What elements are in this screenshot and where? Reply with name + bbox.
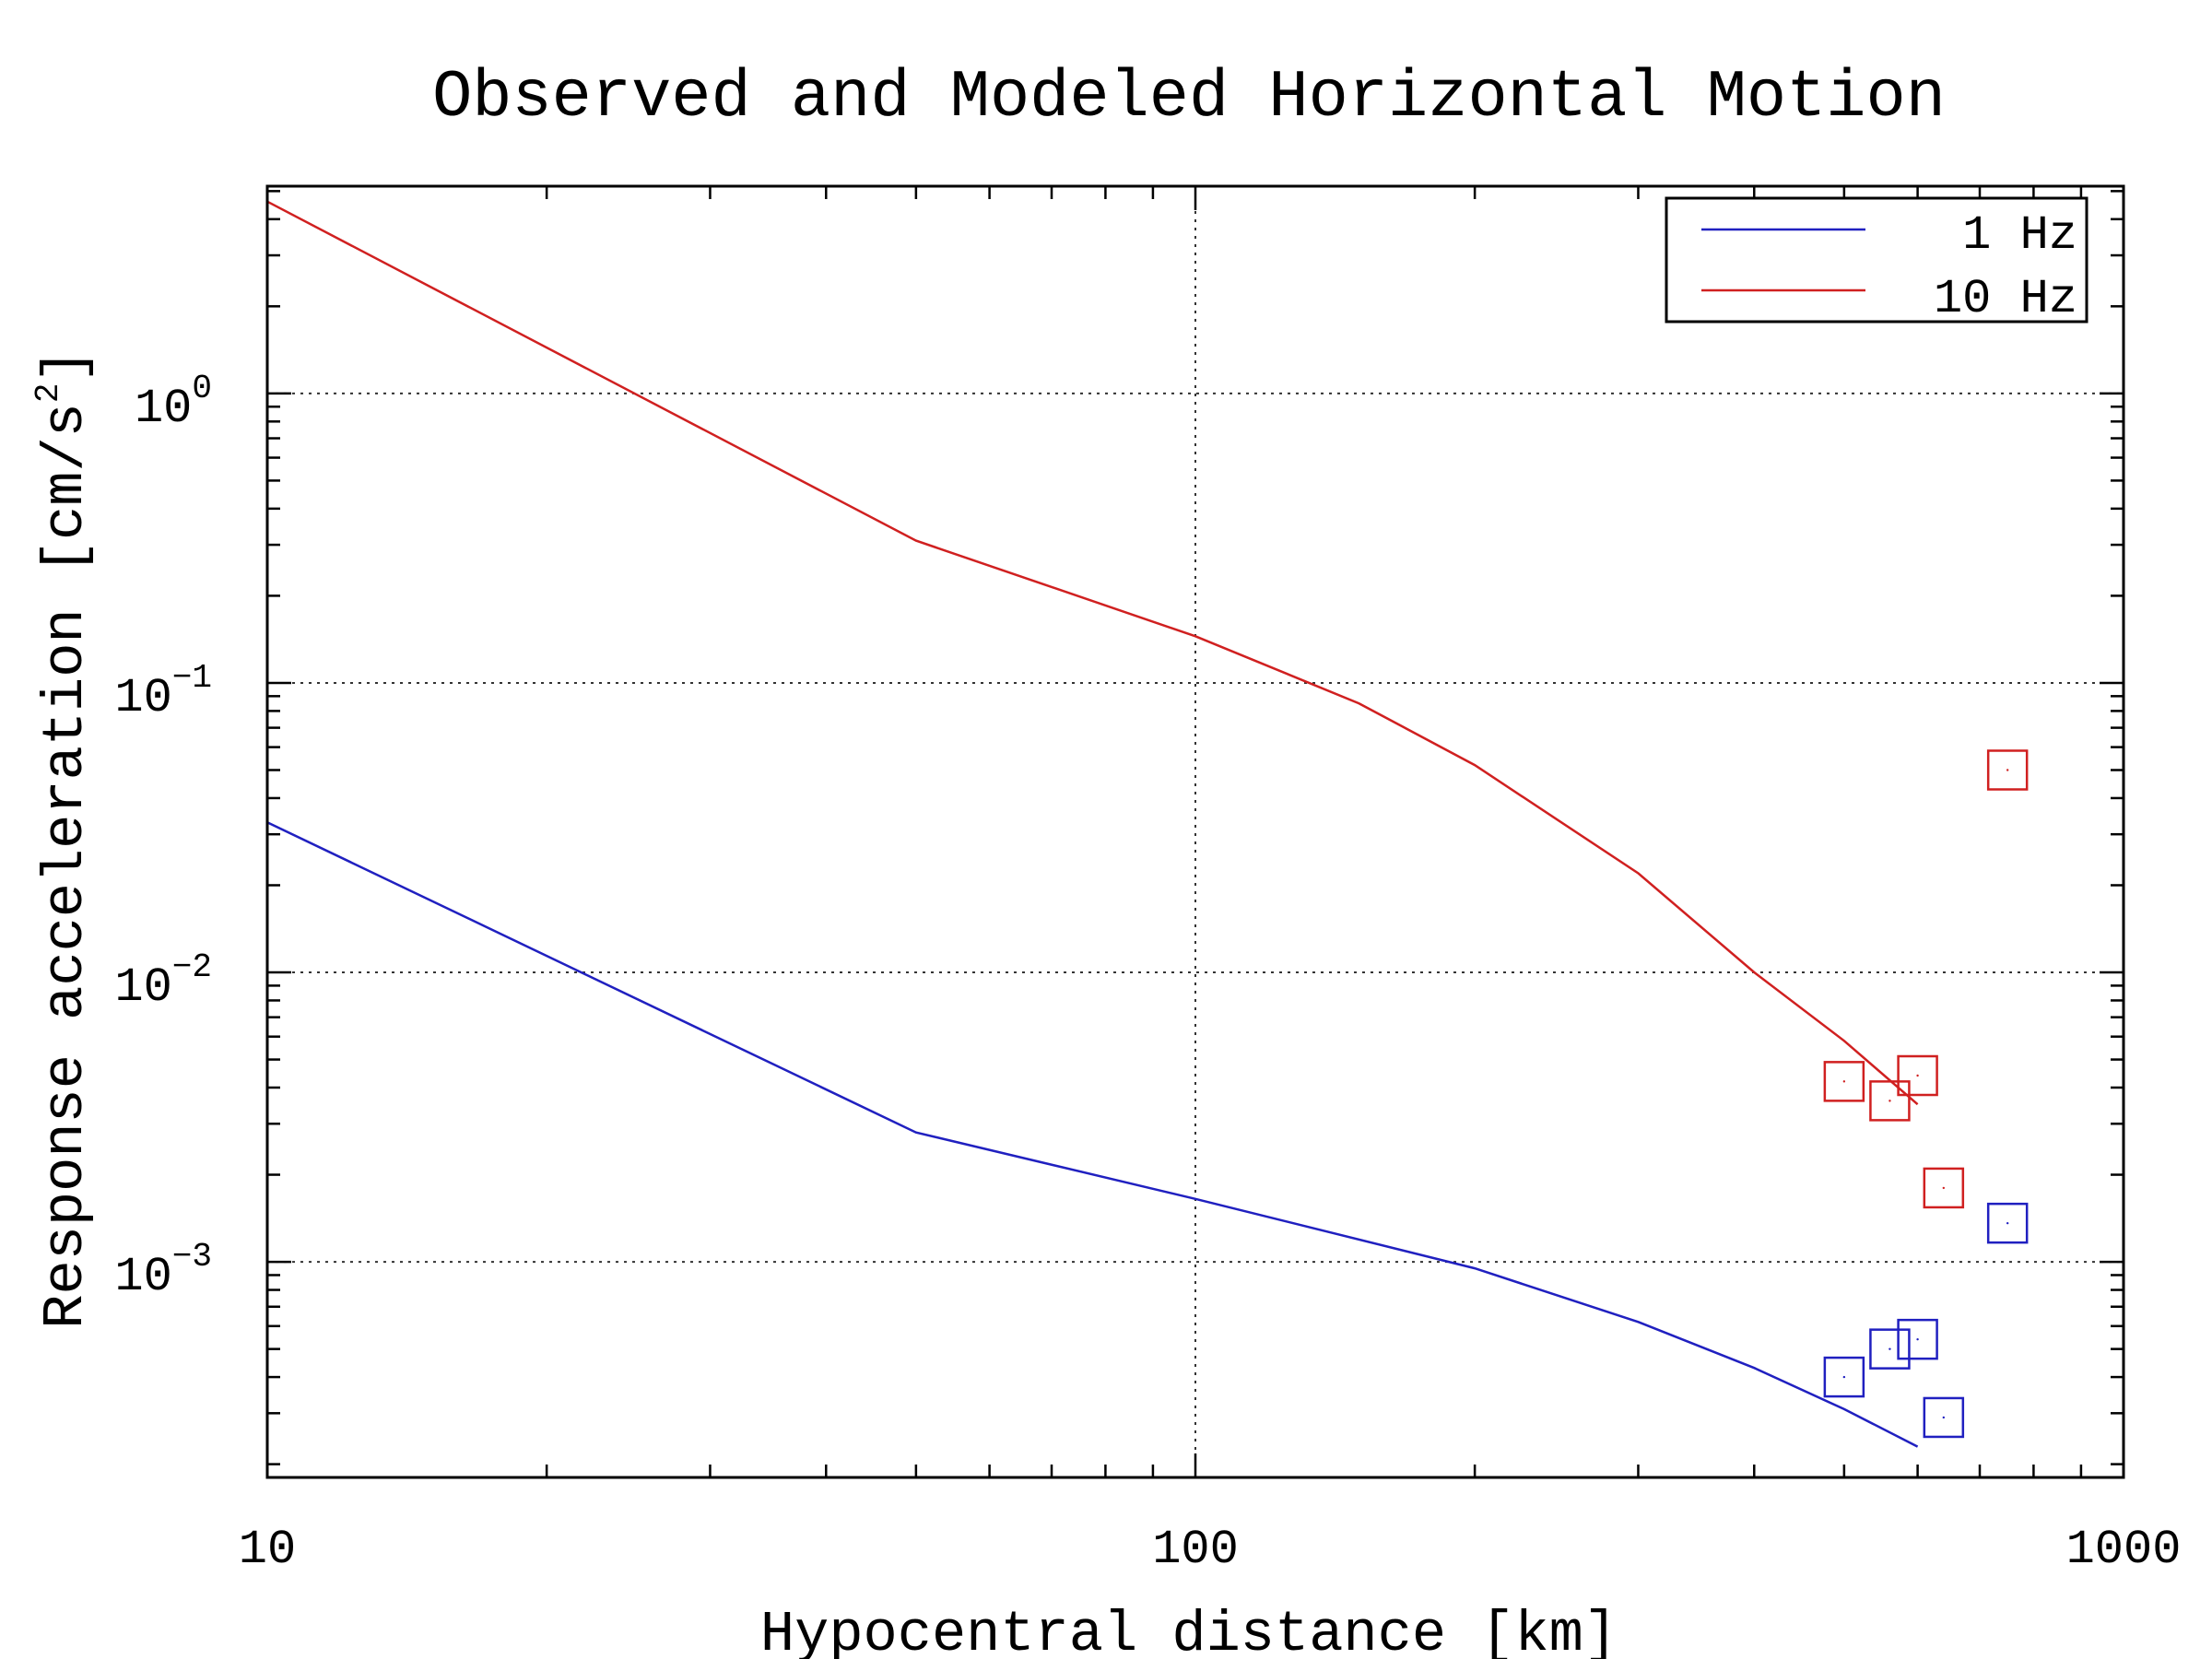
observed-point-center-1hz <box>2006 1221 2009 1225</box>
legend-label-1hz: 1 Hz <box>1962 208 2077 263</box>
y-tick-label-base: 10 <box>114 960 171 1015</box>
observed-point-center-1hz <box>1916 1337 1919 1341</box>
y-tick-label: 10−2 <box>114 948 212 1015</box>
observed-point-10hz <box>1823 1061 1865 1102</box>
y-tick-label-base: 10 <box>114 671 171 725</box>
legend: 1 Hz 10 Hz <box>1665 196 2088 326</box>
observed-point-1hz <box>1869 1328 1911 1370</box>
x-tick-label: 100 <box>1152 1523 1239 1577</box>
legend-box <box>1665 196 2088 324</box>
observed-point-center-10hz <box>1942 1186 1946 1190</box>
observed-point-10hz <box>1869 1080 1911 1122</box>
observed-point-10hz <box>1897 1054 1938 1097</box>
y-tick-label: 10−1 <box>114 659 212 725</box>
observed-point-center-1hz <box>1842 1375 1846 1379</box>
observed-point-1hz <box>1923 1396 1965 1439</box>
observed-point-1hz <box>1897 1318 1938 1360</box>
observed-point-center-10hz <box>2006 769 2009 771</box>
model-line-10hz <box>266 200 1919 1106</box>
y-tick-label-exponent: −2 <box>172 948 212 986</box>
observed-point-10hz <box>1986 749 2029 791</box>
observed-point-center-10hz <box>1888 1100 1891 1102</box>
y-axis-label-superscript: 2 <box>29 383 67 404</box>
observed-point-center-1hz <box>1888 1347 1891 1350</box>
y-tick-label-exponent: −1 <box>172 659 212 697</box>
x-axis-label: Hypocentral distance [km] <box>760 1602 1618 1659</box>
y-tick-label-exponent: −3 <box>172 1238 212 1276</box>
y-tick-label: 100 <box>135 370 212 436</box>
observed-point-center-10hz <box>1842 1080 1846 1083</box>
plot-frame <box>265 184 2125 1479</box>
observed-point-center-10hz <box>1916 1074 1919 1077</box>
x-tick-label: 1000 <box>2066 1523 2182 1577</box>
y-axis-label: Response acceleration [cm/s2] <box>29 348 99 1328</box>
y-axis-label-main: Response acceleration [cm/s <box>33 403 99 1329</box>
y-tick-label-exponent: 0 <box>192 370 212 407</box>
y-tick-label: 10−3 <box>114 1238 212 1304</box>
observed-point-1hz <box>1823 1356 1865 1398</box>
y-tick-label-base: 10 <box>114 1250 171 1304</box>
observed-point-10hz <box>1923 1167 1965 1209</box>
tick-layer <box>265 186 2124 1477</box>
model-line-1hz <box>266 821 1919 1448</box>
chart-title: Observed and Modeled Horizontal Motion <box>432 60 1946 135</box>
series-layer <box>266 200 2029 1448</box>
grid-layer <box>267 186 2124 1477</box>
observed-point-1hz <box>1986 1202 2029 1244</box>
observed-point-center-1hz <box>1942 1416 1946 1419</box>
x-tick-label: 10 <box>239 1523 296 1577</box>
y-axis-label-close: ] <box>33 348 99 382</box>
y-tick-label-base: 10 <box>135 382 192 436</box>
legend-label-10hz: 10 Hz <box>1934 272 2077 326</box>
